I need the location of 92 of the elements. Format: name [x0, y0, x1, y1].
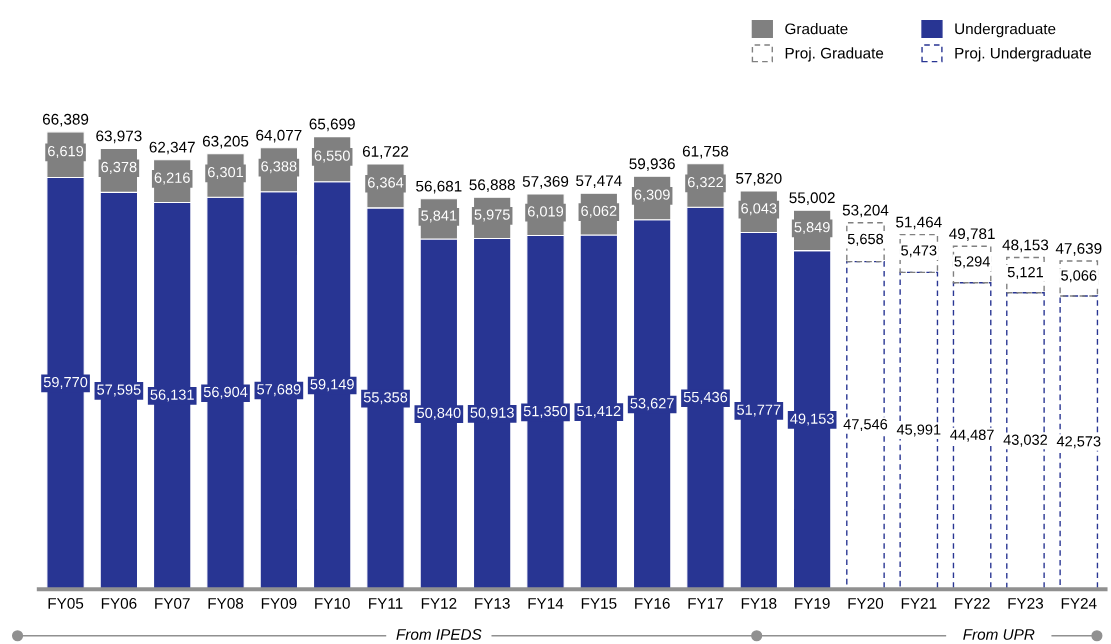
x-tick-label: FY07: [155, 598, 190, 609]
x-tick-label: FY05: [48, 598, 84, 609]
total-label: 64,077: [256, 129, 302, 143]
data-label: 55,436: [683, 391, 728, 404]
x-tick-label: FY22: [955, 598, 990, 609]
x-tick-label: FY20: [848, 598, 884, 609]
bar: [1006, 256, 1045, 294]
data-label: 6,550: [314, 150, 350, 163]
total-label: 53,204: [842, 204, 889, 218]
data-label: 6,378: [101, 161, 137, 174]
x-tick-label: FY19: [795, 598, 830, 609]
x-tick-label: FY15: [581, 598, 617, 609]
total-label: 59,936: [629, 158, 675, 171]
total-label: 62,347: [149, 141, 195, 155]
data-label: 6,019: [528, 206, 564, 219]
x-tick-label: FY14: [528, 598, 564, 609]
data-label: 59,770: [43, 376, 88, 389]
text: From UPR: [963, 629, 1035, 640]
data-label: 50,840: [417, 407, 461, 420]
total-label: 57,820: [736, 172, 782, 186]
bar: [952, 282, 992, 590]
data-label: 57,595: [97, 384, 141, 397]
data-label: 47,546: [843, 419, 888, 432]
text: From IPEDS: [396, 629, 482, 640]
data-label: 43,032: [1003, 434, 1048, 447]
x-tick-label: FY24: [1061, 598, 1097, 609]
total-label: 55,002: [789, 192, 835, 205]
data-label: 6,322: [687, 176, 723, 189]
total-label: 61,758: [682, 145, 729, 159]
data-label: 56,131: [150, 389, 194, 402]
bar: [952, 245, 992, 284]
data-label: 5,121: [1007, 266, 1043, 279]
total-label: 66,389: [42, 113, 89, 127]
data-label: 6,388: [261, 161, 297, 174]
total-label: 51,464: [896, 216, 942, 230]
data-label: 50,913: [470, 407, 514, 420]
total-label: 63,205: [202, 135, 249, 149]
total-label: 63,973: [96, 130, 142, 144]
x-tick-label: FY09: [261, 598, 297, 609]
legend-label: Proj. Undergraduate: [955, 47, 1092, 62]
data-label: 51,777: [737, 404, 781, 417]
legend-label: Undergraduate: [955, 23, 1056, 38]
data-label: 53,627: [630, 398, 674, 411]
data-label: 6,301: [208, 166, 244, 179]
data-label: 5,294: [954, 256, 990, 269]
data-label: 44,487: [950, 429, 994, 442]
data-label: 57,689: [257, 384, 301, 397]
x-tick-label: FY13: [475, 598, 510, 609]
data-label: 42,573: [1056, 436, 1101, 449]
total-label: 56,888: [469, 179, 515, 192]
bar: [846, 221, 885, 263]
total-label: 48,153: [1002, 239, 1049, 253]
data-label: 6,309: [634, 189, 670, 202]
total-label: 56,681: [416, 180, 462, 194]
total-label: 57,474: [576, 175, 622, 188]
data-label: 49,153: [790, 413, 834, 426]
total-label: 49,781: [949, 228, 995, 241]
data-label: 55,358: [363, 392, 408, 405]
data-label: 5,849: [794, 222, 830, 235]
x-tick-label: FY21: [901, 598, 937, 609]
data-label: 51,412: [577, 405, 621, 418]
data-label: 56,904: [203, 386, 248, 399]
total-label: 61,722: [362, 146, 409, 159]
total-label: 57,369: [522, 176, 569, 189]
x-tick-label: FY23: [1008, 598, 1044, 609]
legend-label: Graduate: [785, 23, 848, 35]
data-label: 6,043: [741, 203, 777, 216]
x-tick-label: FY10: [315, 598, 350, 609]
data-label: 5,066: [1061, 270, 1097, 283]
data-label: 6,062: [581, 205, 617, 218]
x-tick-label: FY17: [688, 598, 723, 609]
x-tick-label: FY11: [369, 598, 403, 609]
data-label: 5,841: [421, 210, 457, 223]
data-label: 51,350: [523, 405, 568, 418]
data-label: 45,991: [896, 424, 941, 437]
total-label: 47,639: [1055, 243, 1102, 256]
data-label: 59,149: [310, 379, 354, 392]
x-tick-label: FY12: [421, 598, 457, 609]
data-label: 5,975: [474, 209, 510, 222]
data-label: 6,216: [154, 172, 190, 185]
data-label: 5,658: [847, 233, 884, 246]
legend-label: Proj. Graduate: [785, 47, 884, 62]
total-label: 65,699: [309, 118, 355, 132]
data-label: 6,364: [368, 177, 404, 190]
x-tick-label: FY16: [635, 598, 670, 609]
bar: [899, 271, 939, 590]
x-tick-label: FY08: [208, 598, 244, 609]
bar: [899, 233, 939, 274]
data-label: 6,619: [48, 145, 84, 158]
x-tick-label: FY18: [741, 598, 777, 609]
x-tick-label: FY06: [101, 598, 137, 609]
data-label: 5,473: [901, 245, 937, 258]
